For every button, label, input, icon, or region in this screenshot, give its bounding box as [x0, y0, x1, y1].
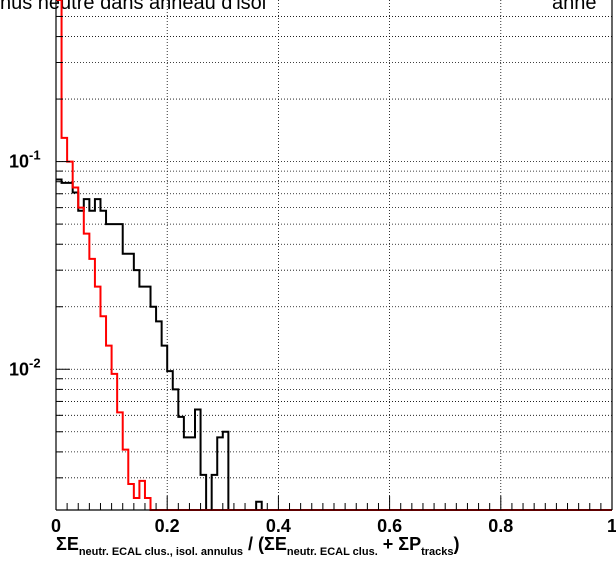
x-tick-label: 0.4: [266, 516, 291, 536]
histogram-series-1: [56, 178, 612, 511]
y-tick-exponent: -2: [29, 355, 41, 370]
x-label-sub-ecal: neutr. ECAL clus.: [286, 546, 378, 558]
y-tick-exponent: -1: [29, 148, 41, 163]
x-tick-label: 0: [51, 516, 61, 536]
x-label-p: P: [409, 534, 422, 554]
x-label-sub-tracks: tracks: [421, 546, 454, 558]
x-label-sigma3: Σ: [398, 534, 410, 554]
chart-title-right: anne: [552, 0, 597, 14]
x-label-sigma: Σ: [56, 534, 67, 554]
y-tick-label: 10-2: [9, 355, 41, 379]
y-tick-base: 10: [9, 359, 29, 379]
x-label-sigma2: Σ: [264, 534, 275, 554]
x-tick-label: 0.6: [377, 516, 402, 536]
chart-title-left: nus neutre dans anneau d'isol: [0, 0, 267, 14]
chart-title: nus neutre dans anneau d'isol anne: [0, 0, 616, 15]
histogram-series-2: [56, 0, 612, 511]
x-label-e2: E: [274, 534, 287, 554]
x-label-plus: +: [377, 534, 399, 554]
x-axis-label: ΣEneutr. ECAL clus., isol. annulus / (ΣE…: [0, 526, 616, 566]
x-label-e: E: [66, 534, 79, 554]
y-tick-base: 10: [9, 152, 29, 172]
x-label-close: ): [453, 534, 460, 554]
x-tick-label: 0.8: [488, 516, 513, 536]
x-tick-label: 1: [607, 516, 616, 536]
y-tick-label: 10-1: [9, 148, 41, 172]
x-label-mid: / (: [243, 534, 265, 554]
x-tick-label: 0.2: [155, 516, 180, 536]
x-label-sub-annulus: neutr. ECAL clus., isol. annulus: [78, 546, 244, 558]
